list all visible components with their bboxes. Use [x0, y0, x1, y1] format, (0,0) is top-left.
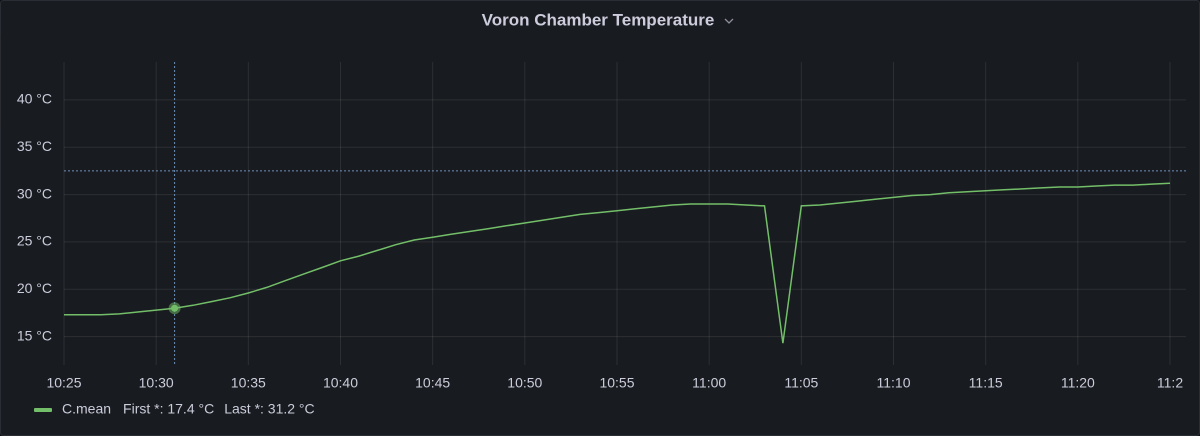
legend-stat: Last *: 31.2 °C — [224, 401, 314, 417]
x-tick-label: 10:55 — [599, 375, 634, 391]
y-tick-label: 35 °C — [17, 138, 52, 154]
x-tick-label: 11:00 — [692, 375, 726, 391]
x-tick-label: 10:30 — [139, 375, 174, 391]
plot: 15 °C 20 °C 25 °C 30 °C 35 °C 40 °C 10:25 10:30… — [17, 62, 1186, 391]
y-tick-label: 20 °C — [17, 280, 52, 296]
x-tick-label: 11:05 — [784, 375, 818, 391]
x-tick-label: 10:50 — [507, 375, 542, 391]
y-tick-label: 15 °C — [17, 327, 52, 343]
hover-point-core — [171, 304, 179, 312]
x-tick-label: 11:2 — [1157, 375, 1183, 391]
x-tick-label: 10:40 — [323, 375, 358, 391]
y-tick-label: 30 °C — [17, 185, 52, 201]
series-line — [64, 182, 1171, 344]
x-tick-label: 11:20 — [1061, 375, 1095, 391]
title-caret[interactable] — [724, 18, 734, 24]
legend-swatch — [34, 408, 52, 412]
x-tick-label: 11:10 — [877, 375, 911, 391]
chart-title[interactable]: Voron Chamber Temperature — [482, 10, 715, 29]
x-tick-label: 10:25 — [46, 375, 81, 391]
legend-stat: First *: 17.4 °C — [123, 401, 214, 417]
y-tick-label: 40 °C — [17, 91, 52, 107]
x-tick-label: 10:35 — [231, 375, 266, 391]
y-tick-label: 25 °C — [17, 233, 52, 249]
legend-label[interactable]: C.mean — [62, 401, 111, 417]
x-tick-label: 11:15 — [969, 375, 1003, 391]
x-tick-label: 10:45 — [415, 375, 450, 391]
